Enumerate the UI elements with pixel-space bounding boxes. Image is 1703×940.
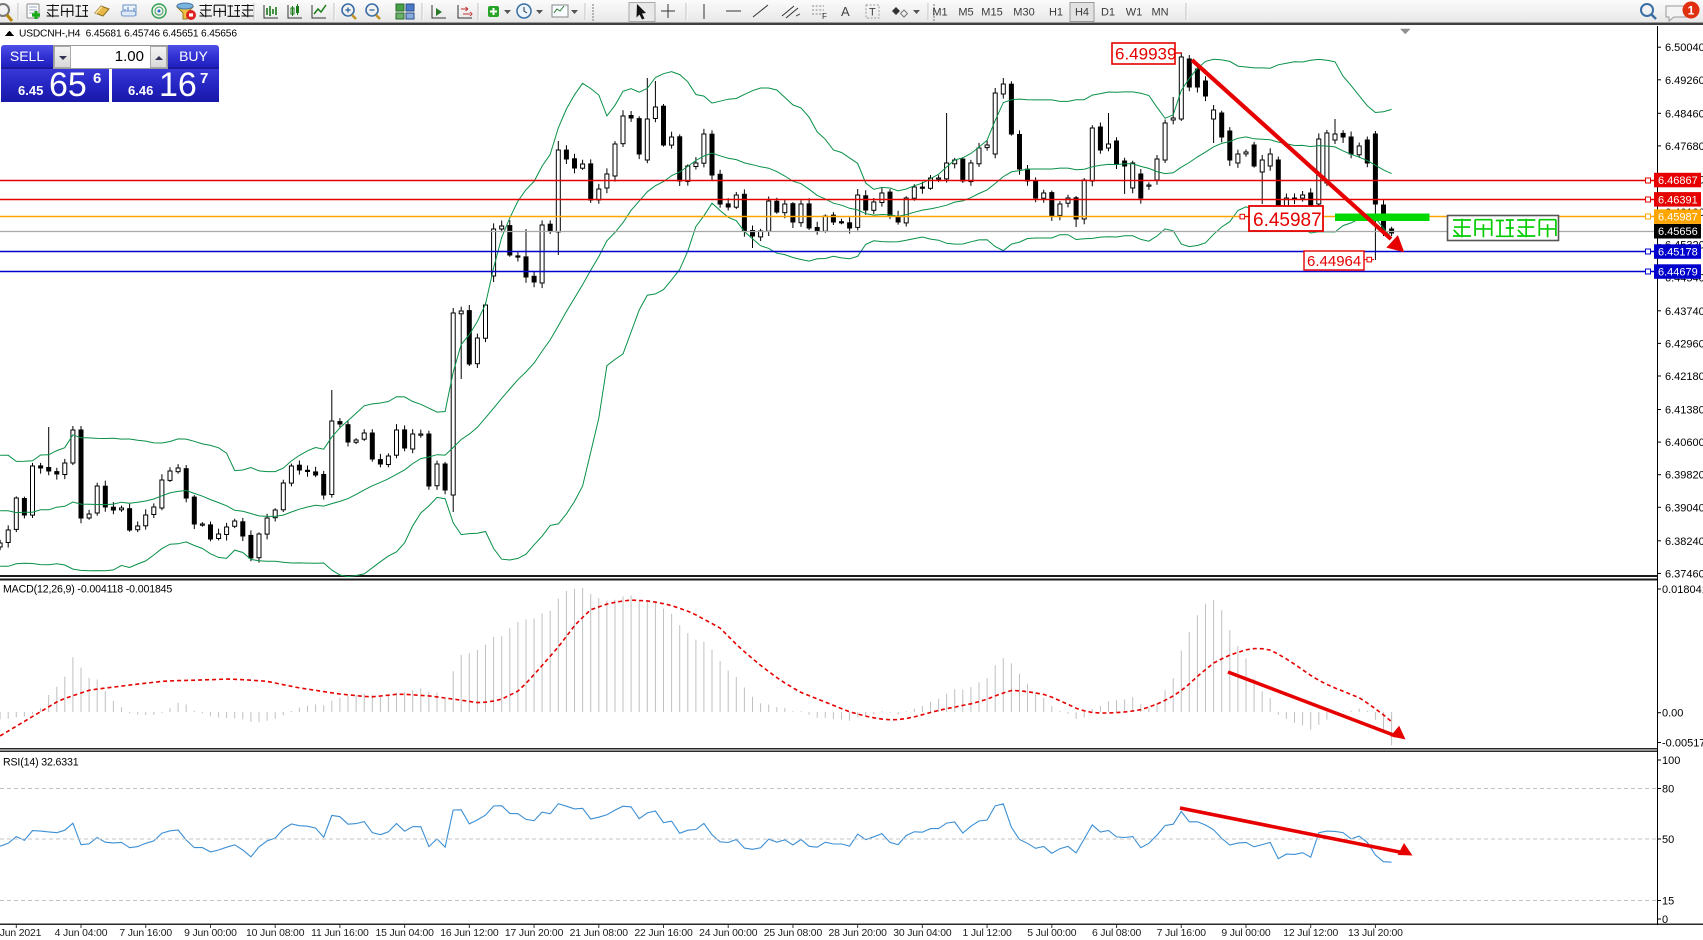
- svg-text:7 Jul 16:00: 7 Jul 16:00: [1157, 928, 1207, 939]
- svg-text:30 Jun 04:00: 30 Jun 04:00: [893, 928, 952, 939]
- svg-text:6.50040: 6.50040: [1665, 42, 1703, 54]
- svg-text:6.39820: 6.39820: [1665, 470, 1703, 482]
- svg-text:-0.005173: -0.005173: [1662, 738, 1703, 750]
- svg-text:T: T: [869, 7, 876, 19]
- svg-text:6.47680: 6.47680: [1665, 141, 1703, 153]
- svg-text:0: 0: [1662, 914, 1668, 926]
- svg-text:USDCNH-,H4 6.45681 6.45746 6.: USDCNH-,H4 6.45681 6.45746 6.45651 6.456…: [19, 29, 237, 40]
- svg-text:22 Jun 16:00: 22 Jun 16:00: [634, 928, 693, 939]
- svg-text:100: 100: [1662, 755, 1680, 767]
- svg-text:M30: M30: [1013, 7, 1034, 19]
- svg-text:6.45987: 6.45987: [1253, 210, 1322, 231]
- svg-text:6.45987: 6.45987: [1658, 212, 1698, 224]
- svg-text:6.40600: 6.40600: [1665, 437, 1703, 449]
- svg-text:A: A: [841, 4, 850, 19]
- svg-text:M5: M5: [958, 7, 973, 19]
- svg-text:10 Jun 08:00: 10 Jun 08:00: [246, 928, 305, 939]
- svg-text:6.44964: 6.44964: [1307, 253, 1361, 270]
- svg-text:6.45656: 6.45656: [1658, 226, 1698, 238]
- svg-text:28 Jun 20:00: 28 Jun 20:00: [829, 928, 888, 939]
- svg-text:M15: M15: [981, 7, 1002, 19]
- svg-text:4 Jun 04:00: 4 Jun 04:00: [55, 928, 108, 939]
- svg-text:6.38240: 6.38240: [1665, 536, 1703, 548]
- svg-text:F: F: [822, 12, 827, 21]
- svg-text:2 Jun 2021: 2 Jun 2021: [0, 928, 42, 939]
- svg-text:21 Jun 08:00: 21 Jun 08:00: [570, 928, 629, 939]
- svg-text:H4: H4: [1075, 7, 1089, 19]
- svg-text:D1: D1: [1101, 7, 1115, 19]
- svg-text:17 Jun 20:00: 17 Jun 20:00: [505, 928, 564, 939]
- svg-text:6.49939: 6.49939: [1115, 45, 1176, 64]
- svg-text:6.42960: 6.42960: [1665, 338, 1703, 350]
- svg-text:15: 15: [1662, 896, 1674, 908]
- svg-text:11 Jun 16:00: 11 Jun 16:00: [311, 928, 369, 939]
- svg-text:6.37460: 6.37460: [1665, 568, 1703, 580]
- svg-text:50: 50: [1662, 834, 1674, 846]
- svg-text:6.45178: 6.45178: [1658, 247, 1698, 259]
- svg-text:1: 1: [1688, 4, 1695, 18]
- svg-text:M1: M1: [932, 7, 947, 19]
- svg-text:0.018041: 0.018041: [1662, 584, 1703, 596]
- svg-text:6.49260: 6.49260: [1665, 75, 1703, 87]
- svg-text:6.41380: 6.41380: [1665, 405, 1703, 417]
- svg-text:6 Jul 08:00: 6 Jul 08:00: [1092, 928, 1142, 939]
- svg-text:1 Jul 12:00: 1 Jul 12:00: [963, 928, 1013, 939]
- svg-text:6.42180: 6.42180: [1665, 371, 1703, 383]
- svg-text:9 Jul 00:00: 9 Jul 00:00: [1221, 928, 1271, 939]
- svg-text:0.00: 0.00: [1662, 708, 1683, 720]
- svg-text:12 Jul 12:00: 12 Jul 12:00: [1283, 928, 1338, 939]
- svg-text:25 Jun 08:00: 25 Jun 08:00: [764, 928, 823, 939]
- svg-text:15 Jun 04:00: 15 Jun 04:00: [375, 928, 434, 939]
- svg-text:6.39040: 6.39040: [1665, 502, 1703, 514]
- svg-text:5 Jul 00:00: 5 Jul 00:00: [1027, 928, 1077, 939]
- svg-text:W1: W1: [1126, 7, 1143, 19]
- svg-text:24 Jun 00:00: 24 Jun 00:00: [699, 928, 758, 939]
- svg-text:6.43740: 6.43740: [1665, 306, 1703, 318]
- svg-text:H1: H1: [1049, 7, 1063, 19]
- svg-text:6.48460: 6.48460: [1665, 108, 1703, 120]
- svg-text:MN: MN: [1151, 7, 1168, 19]
- svg-text:13 Jul 20:00: 13 Jul 20:00: [1348, 928, 1403, 939]
- svg-text:7 Jun 16:00: 7 Jun 16:00: [119, 928, 172, 939]
- svg-text:6.46867: 6.46867: [1658, 175, 1698, 187]
- svg-text:MACD(12,26,9) -0.004118 -0.001: MACD(12,26,9) -0.004118 -0.001845: [3, 584, 172, 596]
- svg-text:6.46391: 6.46391: [1658, 194, 1698, 206]
- svg-text:RSI(14) 32.6331: RSI(14) 32.6331: [3, 757, 79, 769]
- svg-text:6.44679: 6.44679: [1658, 267, 1698, 279]
- svg-text:9 Jun 00:00: 9 Jun 00:00: [184, 928, 237, 939]
- svg-text:16 Jun 12:00: 16 Jun 12:00: [440, 928, 499, 939]
- svg-text:80: 80: [1662, 784, 1674, 796]
